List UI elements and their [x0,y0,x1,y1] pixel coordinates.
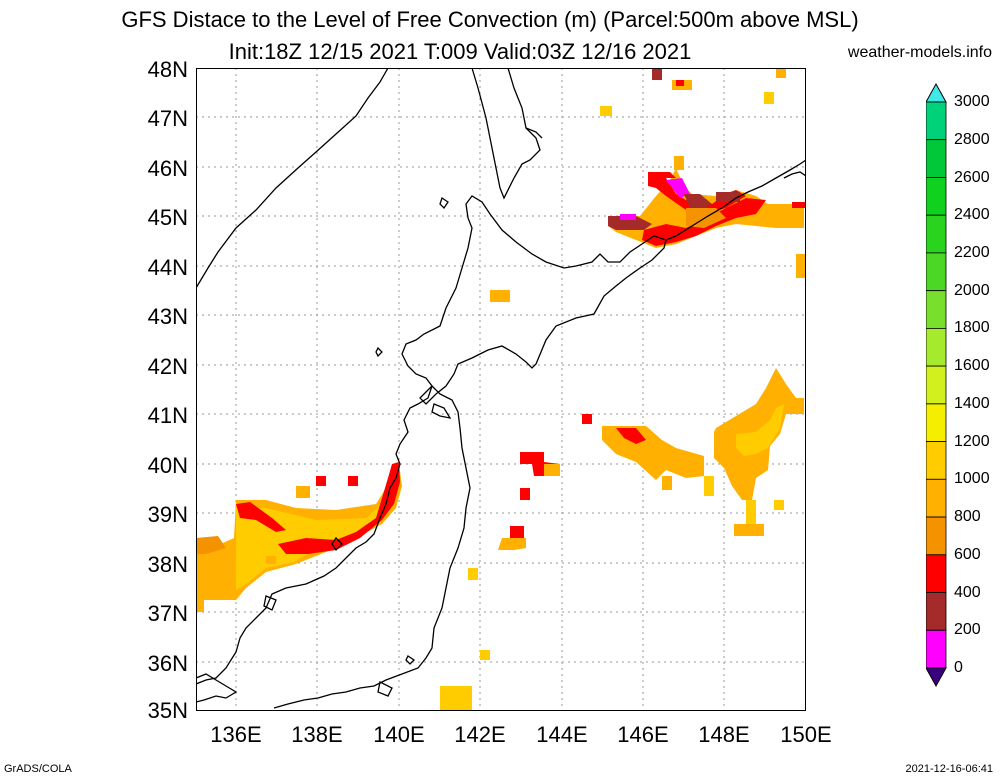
colorbar-label: 2000 [954,281,990,299]
lat-label: 36N [147,651,188,676]
colorbar-label: 2600 [954,168,990,186]
lon-label: 148E [698,722,750,747]
lat-label: 39N [147,502,188,527]
colorbar-bottom-arrow [926,667,947,688]
colorbar-label: 1600 [954,357,990,375]
lon-label: 144E [536,722,588,747]
colorbar-segment [926,403,947,442]
colorbar-label: 400 [954,583,981,601]
chart-title: GFS Distace to the Level of Free Convect… [121,7,859,32]
lon-label: 138E [291,722,343,747]
lat-label: 45N [147,205,188,230]
lat-label: 47N [147,106,188,131]
colorbar-segment [926,516,947,556]
colorbar-label: 2400 [954,206,990,224]
colorbar-top-arrow [926,82,947,103]
colorbar-segment [926,327,947,367]
lat-label: 42N [147,354,188,379]
lon-label: 146E [617,722,669,747]
lat-label: 48N [147,57,188,82]
colorbar-label: 600 [954,545,981,563]
colorbar-segment [926,554,947,593]
lat-label: 46N [147,156,188,181]
coastlines [196,68,806,709]
colorbar-label: 1400 [954,394,990,412]
colorbar-segment [926,177,947,216]
colorbar-segment [926,441,947,480]
colorbar-segment [926,214,947,254]
lat-label: 35N [147,698,188,723]
colorbar-segment [926,629,947,669]
lat-label: 38N [147,552,188,577]
colorbar-segment [926,252,947,291]
lon-label: 142E [454,722,506,747]
colorbar-segment [926,290,947,329]
colorbar-label: 200 [954,621,981,639]
site-credit: weather-models.info [847,44,992,61]
footer-credit: GrADS/COLA [4,763,72,775]
lfc-field [196,68,806,711]
colorbar-label: 1200 [954,432,990,450]
colorbar-segment [926,592,947,631]
colorbar-segment [926,478,947,518]
footer-timestamp: 2021-12-16-06:41 [905,763,993,775]
colorbar-segment [926,101,947,141]
lat-label: 37N [147,601,188,626]
colorbar-label: 2200 [954,243,990,261]
colorbar-label: 800 [954,508,981,526]
map-canvas [196,68,806,711]
lon-label: 140E [373,722,425,747]
lat-label: 43N [147,304,188,329]
colorbar [926,82,947,688]
colorbar-label: 2800 [954,130,990,148]
lat-label: 44N [147,255,188,280]
colorbar-label: 1000 [954,470,990,488]
map-panel [196,68,806,711]
lon-label: 136E [210,722,262,747]
colorbar-label: 3000 [954,93,990,110]
colorbar-segment [926,365,947,405]
lat-label: 40N [147,453,188,478]
colorbar-label: 0 [954,659,963,676]
colorbar-segment [926,139,947,178]
chart-subtitle: Init:18Z 12/15 2021 T:009 Valid:03Z 12/1… [228,39,692,64]
gridlines [196,68,806,711]
lon-label: 150E [780,722,832,747]
colorbar-label: 1800 [954,319,990,337]
lat-label: 41N [147,403,188,428]
